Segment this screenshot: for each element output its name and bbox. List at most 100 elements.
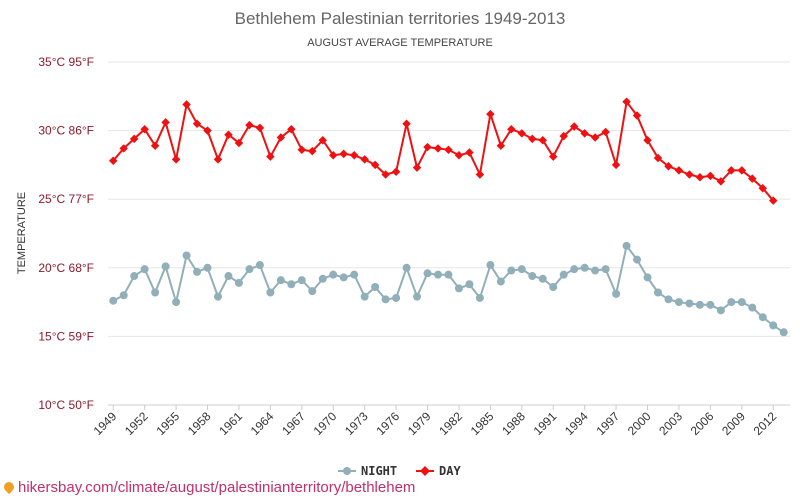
legend-night-label[interactable]: NIGHT [361,464,397,478]
data-point-night[interactable] [716,306,725,315]
data-point-night[interactable] [507,266,516,275]
data-point-day[interactable] [381,170,390,179]
data-point-night[interactable] [664,295,673,304]
data-point-night[interactable] [454,284,463,293]
data-point-day[interactable] [601,127,610,137]
data-point-day[interactable] [224,130,233,139]
data-point-day[interactable] [349,151,359,160]
legend-day-label[interactable]: DAY [439,464,461,478]
data-point-night[interactable] [224,272,233,281]
data-point-day[interactable] [412,163,422,172]
data-point-day[interactable] [276,133,286,142]
data-point-night[interactable] [214,292,222,301]
data-point-day[interactable] [245,120,254,130]
data-point-day[interactable] [454,151,464,160]
data-point-night[interactable] [559,270,568,279]
data-point-day[interactable] [360,155,369,164]
data-point-day[interactable] [318,135,328,145]
data-point-night[interactable] [496,277,505,286]
data-point-day[interactable] [706,171,715,181]
data-point-night[interactable] [538,274,547,283]
data-point-day[interactable] [370,160,380,170]
data-point-night[interactable] [339,273,348,282]
data-point-night[interactable] [570,265,579,274]
data-point-day[interactable] [643,135,652,145]
data-point-night[interactable] [580,263,589,272]
data-point-night[interactable] [517,265,526,274]
data-point-night[interactable] [622,241,631,250]
data-point-night[interactable] [528,272,537,281]
data-point-night[interactable] [423,269,432,278]
data-point-night[interactable] [612,289,621,298]
data-point-night[interactable] [318,274,327,283]
data-point-night[interactable] [276,276,285,285]
data-point-night[interactable] [381,295,390,304]
data-point-night[interactable] [633,255,642,264]
data-point-night[interactable] [549,283,558,292]
source-url[interactable]: hikersbay.com/climate/august/palestinian… [18,479,416,496]
data-point-night[interactable] [172,298,181,307]
data-point-day[interactable] [161,118,170,127]
data-point-day[interactable] [423,142,432,152]
data-point-day[interactable] [171,155,181,164]
data-point-night[interactable] [758,313,767,322]
data-point-day[interactable] [108,156,118,166]
data-point-day[interactable] [433,144,443,153]
data-point-day[interactable] [339,149,348,159]
data-point-day[interactable] [203,126,212,135]
data-point-night[interactable] [486,261,495,270]
data-point-night[interactable] [287,280,296,289]
data-point-night[interactable] [371,283,380,292]
data-point-day[interactable] [192,119,202,128]
data-point-night[interactable] [360,292,369,301]
data-point-night[interactable] [392,293,401,302]
data-point-day[interactable] [328,151,338,160]
data-point-night[interactable] [727,298,736,307]
data-point-day[interactable] [402,119,411,128]
data-point-night[interactable] [475,293,484,302]
data-point-night[interactable] [203,263,212,272]
data-point-day[interactable] [119,144,128,153]
data-point-night[interactable] [643,273,652,282]
data-point-day[interactable] [287,124,296,134]
data-point-night[interactable] [119,291,128,300]
data-point-day[interactable] [475,170,485,179]
data-point-day[interactable] [266,152,275,161]
data-point-day[interactable] [611,160,621,170]
data-point-night[interactable] [266,288,275,297]
data-point-night[interactable] [769,321,778,330]
data-point-day[interactable] [507,124,516,134]
data-point-night[interactable] [748,303,757,312]
data-point-night[interactable] [109,296,118,305]
data-point-night[interactable] [151,288,160,297]
data-point-day[interactable] [182,100,191,109]
data-point-night[interactable] [434,270,442,279]
data-point-day[interactable] [234,138,244,148]
data-point-night[interactable] [161,262,170,271]
data-point-night[interactable] [413,292,422,301]
data-point-night[interactable] [140,265,149,274]
data-point-night[interactable] [737,298,746,307]
data-point-night[interactable] [685,299,694,308]
data-point-day[interactable] [140,124,149,134]
data-point-night[interactable] [329,270,338,279]
data-point-night[interactable] [601,265,610,274]
data-point-night[interactable] [297,276,306,285]
source-link[interactable]: hikersbay.com/climate/august/palestinian… [1,479,416,496]
data-point-night[interactable] [779,328,788,337]
data-point-night[interactable] [444,270,453,279]
data-point-night[interactable] [350,270,359,279]
data-point-night[interactable] [193,267,202,276]
data-point-day[interactable] [496,141,506,150]
data-point-day[interactable] [486,109,495,119]
data-point-day[interactable] [297,145,307,155]
data-point-day[interactable] [255,123,265,133]
data-point-night[interactable] [591,266,600,275]
data-point-day[interactable] [150,141,160,150]
data-point-night[interactable] [245,265,254,274]
data-point-day[interactable] [444,145,453,155]
data-point-night[interactable] [695,300,704,309]
data-point-night[interactable] [465,280,474,289]
data-point-day[interactable] [674,166,684,175]
data-point-day[interactable] [685,170,694,179]
